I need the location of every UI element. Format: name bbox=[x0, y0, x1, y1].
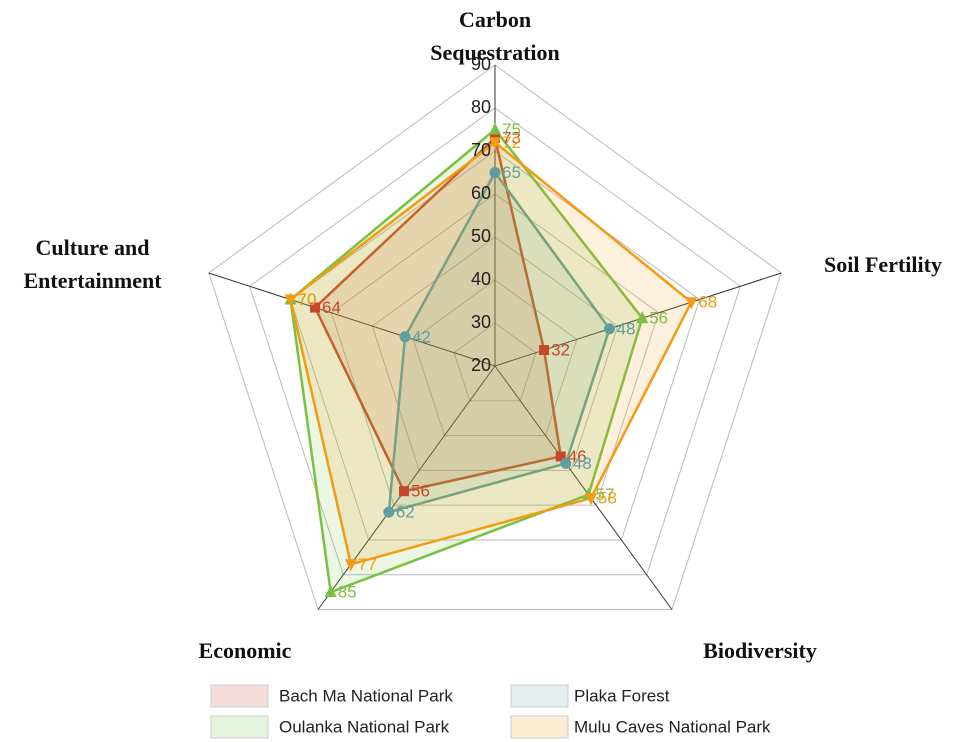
data-label: 48 bbox=[573, 454, 592, 473]
data-label: 70 bbox=[298, 290, 317, 309]
data-label: 75 bbox=[502, 120, 521, 139]
marker bbox=[555, 451, 566, 462]
axis-label: Soil Fertility bbox=[824, 252, 942, 277]
series-area bbox=[289, 141, 693, 566]
grid-ring bbox=[330, 193, 660, 506]
data-label: 57 bbox=[596, 485, 615, 504]
marker bbox=[489, 122, 501, 135]
legend-swatch bbox=[510, 684, 569, 708]
r-tick-label: 50 bbox=[471, 226, 491, 246]
data-label: 85 bbox=[338, 583, 357, 602]
marker bbox=[585, 493, 598, 506]
grid-ring bbox=[412, 279, 578, 437]
r-tick-label: 30 bbox=[471, 312, 491, 332]
marker bbox=[284, 294, 297, 307]
series-area bbox=[387, 171, 611, 514]
legend-label: Mulu Caves National Park bbox=[574, 717, 771, 736]
r-tick-label: 20 bbox=[471, 355, 491, 375]
marker bbox=[383, 506, 395, 518]
axis-label: Biodiversity bbox=[703, 638, 817, 663]
data-label: 56 bbox=[411, 482, 430, 501]
legend-label: Plaka Forest bbox=[574, 686, 670, 705]
data-label: 68 bbox=[698, 293, 717, 312]
data-label: 70 bbox=[298, 290, 317, 309]
grid-ring bbox=[249, 107, 741, 576]
legend-label: Oulanka National Park bbox=[279, 717, 450, 736]
marker bbox=[399, 331, 411, 343]
r-tick-label: 40 bbox=[471, 269, 491, 289]
axis-label: Culture and Entertainment bbox=[23, 235, 162, 293]
data-label: 62 bbox=[396, 503, 415, 522]
marker bbox=[560, 457, 572, 469]
data-label: 64 bbox=[322, 298, 341, 317]
marker bbox=[489, 167, 501, 178]
marker bbox=[685, 297, 698, 310]
marker bbox=[344, 559, 357, 572]
marker bbox=[310, 302, 321, 313]
marker bbox=[399, 486, 410, 497]
data-label: 32 bbox=[551, 341, 570, 360]
axis-label: Carbon Sequestration bbox=[430, 7, 560, 65]
legend-swatch bbox=[510, 715, 569, 739]
data-label: 46 bbox=[568, 447, 587, 466]
axis-label: Economic bbox=[198, 638, 292, 663]
data-label: 65 bbox=[502, 163, 521, 182]
data-label: 72 bbox=[502, 133, 521, 152]
r-tick-label: 60 bbox=[471, 183, 491, 203]
series-area bbox=[289, 128, 644, 594]
r-tick-label: 90 bbox=[471, 54, 491, 74]
marker bbox=[636, 311, 649, 324]
data-label: 77 bbox=[358, 555, 377, 574]
marker bbox=[539, 345, 550, 356]
marker bbox=[604, 323, 616, 335]
data-label: 42 bbox=[412, 327, 431, 346]
data-label: 58 bbox=[598, 489, 617, 508]
spoke bbox=[494, 365, 673, 610]
data-label: 73 bbox=[502, 129, 521, 148]
legend-swatch bbox=[210, 715, 269, 739]
r-tick-label: 70 bbox=[471, 140, 491, 160]
data-label: 56 bbox=[649, 309, 668, 328]
legend-swatch bbox=[210, 684, 269, 708]
data-label: 48 bbox=[617, 319, 636, 338]
grid-ring bbox=[208, 64, 782, 611]
legend-label: Bach Ma National Park bbox=[279, 686, 453, 705]
r-tick-label: 80 bbox=[471, 97, 491, 117]
grid-ring bbox=[453, 322, 537, 402]
marker bbox=[489, 137, 501, 150]
series-area bbox=[313, 136, 562, 493]
spoke bbox=[208, 272, 496, 367]
marker bbox=[324, 585, 337, 598]
